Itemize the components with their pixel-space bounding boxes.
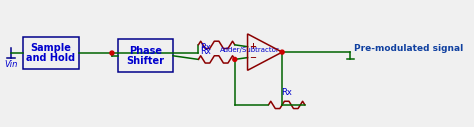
Text: Sample: Sample: [30, 43, 72, 53]
Text: Rx: Rx: [200, 47, 211, 56]
Text: Vin: Vin: [4, 60, 18, 69]
Circle shape: [110, 51, 114, 55]
Circle shape: [233, 57, 237, 61]
Text: Shifter: Shifter: [127, 56, 164, 66]
Text: Rx: Rx: [200, 43, 211, 52]
Text: Adder/Subtractor: Adder/Subtractor: [220, 47, 280, 53]
Text: +: +: [249, 42, 256, 51]
Circle shape: [280, 50, 284, 54]
Text: Rx: Rx: [281, 88, 292, 97]
Text: Phase: Phase: [129, 46, 162, 56]
Text: Pre-modulated signal: Pre-modulated signal: [354, 44, 463, 53]
Text: −: −: [249, 53, 256, 62]
Text: and Hold: and Hold: [27, 53, 75, 64]
